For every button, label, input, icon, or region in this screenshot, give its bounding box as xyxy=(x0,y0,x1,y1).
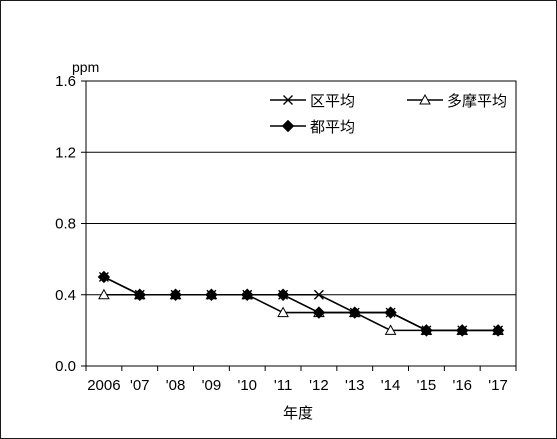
x-marker xyxy=(134,289,145,300)
x-tick-label: '13 xyxy=(345,377,365,394)
x-marker xyxy=(283,95,293,105)
series-line xyxy=(103,276,499,332)
legend-item: 区平均 xyxy=(270,92,355,110)
x-marker xyxy=(170,289,181,300)
x-marker xyxy=(493,325,504,336)
x-tick-label: '10 xyxy=(237,377,257,394)
grid-lines xyxy=(86,151,516,296)
diamond-marker xyxy=(312,306,326,319)
series-x xyxy=(98,271,504,336)
series-line xyxy=(103,276,499,332)
x-tick-label: '12 xyxy=(309,377,329,394)
x-tick-label: '08 xyxy=(166,377,186,394)
x-marker xyxy=(457,325,468,336)
triangle-marker xyxy=(384,324,397,335)
series-triangle xyxy=(98,288,504,335)
legend-label: 区平均 xyxy=(310,92,355,110)
triangle-marker xyxy=(419,93,431,105)
x-tick-label: '09 xyxy=(202,377,222,394)
x-marker xyxy=(421,325,432,336)
legend-item: 都平均 xyxy=(270,118,355,136)
y-tick-label: 0.0 xyxy=(55,358,76,375)
x-marker xyxy=(313,289,324,300)
x-tick-label: '07 xyxy=(130,377,150,394)
legend-item: 多摩平均 xyxy=(407,92,507,110)
x-marker xyxy=(349,307,360,318)
x-tick-label: '15 xyxy=(417,377,437,394)
series-line xyxy=(103,293,499,332)
y-unit-label: ppm xyxy=(72,59,99,75)
y-tick-label: 1.2 xyxy=(55,144,76,161)
x-axis: 2006 '07 '08 '09 '10 '11 '12 '13 '14 '15 '16 '17 xyxy=(85,366,517,394)
diamond-marker xyxy=(281,119,295,133)
x-marker xyxy=(242,289,253,300)
x-tick-label: '11 xyxy=(274,377,292,394)
y-tick-label: 0.4 xyxy=(55,287,76,304)
x-tick-label: '16 xyxy=(452,377,472,394)
series-layer xyxy=(97,270,505,337)
legend-label: 多摩平均 xyxy=(447,92,507,110)
legend-label: 都平均 xyxy=(310,118,355,136)
x-tick-label: '17 xyxy=(488,377,508,394)
x-marker xyxy=(206,289,217,300)
x-marker xyxy=(98,271,109,282)
x-marker xyxy=(278,289,289,300)
x-axis-title: 年度 xyxy=(283,404,313,422)
x-marker xyxy=(385,307,396,318)
y-axis: 0.0 0.4 0.8 1.2 1.6 xyxy=(55,73,86,375)
triangle-marker xyxy=(98,288,110,300)
y-tick-label: 1.6 xyxy=(55,73,76,90)
x-tick-label: '14 xyxy=(381,377,401,394)
series-diamond xyxy=(97,270,505,337)
triangle-marker xyxy=(277,306,289,318)
x-tick-label: 2006 xyxy=(87,377,120,394)
y-tick-label: 0.8 xyxy=(55,216,76,233)
